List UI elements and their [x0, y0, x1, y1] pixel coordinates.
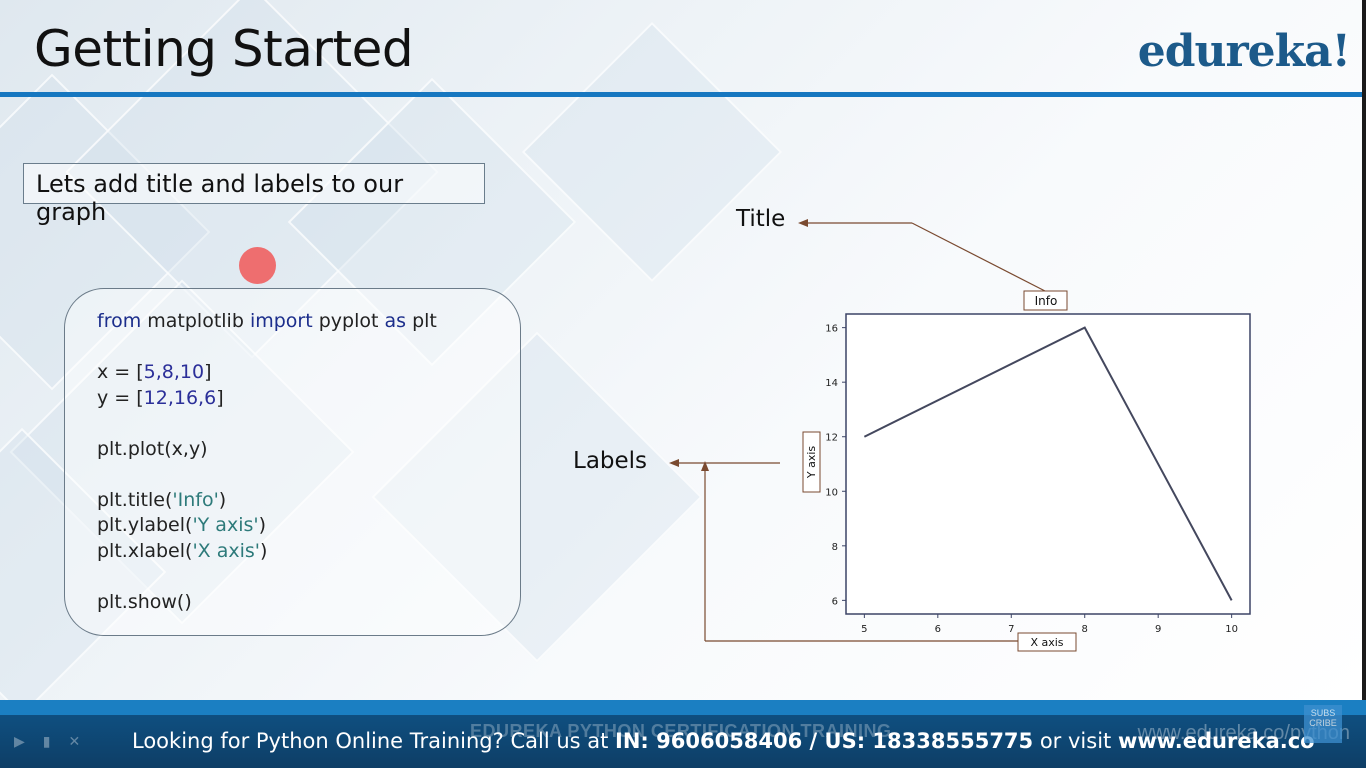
- code-string: 'Y axis': [192, 514, 259, 536]
- player-controls: ▶▮✕: [14, 733, 99, 749]
- header-divider: [0, 92, 1362, 97]
- y-tick-label: 10: [825, 487, 838, 498]
- subscribe-badge[interactable]: SUBS CRIBE: [1304, 705, 1342, 743]
- labels-arrowhead: [701, 461, 709, 471]
- matplotlib-chart: Info 5 6 7 8 9 10 6 8 10 12 14 16 Y axis X axis: [669, 219, 1251, 652]
- code-line-title: plt.title('Info'): [97, 488, 520, 514]
- code-number: 12,16,6: [143, 386, 217, 409]
- footer-promo-text: Looking for Python Online Training? Call…: [132, 729, 1315, 753]
- code-token: pyplot: [312, 310, 385, 332]
- edureka-logo: edureka!: [1137, 26, 1351, 77]
- code-token: plt.ylabel(: [97, 514, 193, 536]
- code-token: matplotlib: [141, 310, 250, 332]
- code-string: 'X axis': [192, 539, 261, 562]
- code-block: from matplotlib import pyplot as plt x =…: [64, 288, 521, 636]
- y-tick-label: 14: [825, 378, 838, 389]
- code-token: ): [218, 488, 227, 511]
- labels-annotation-label: Labels: [573, 448, 648, 474]
- code-string: 'Info': [172, 488, 219, 511]
- code-line-y: y = [12,16,6]: [97, 386, 520, 412]
- footer-url-watermark: www.edureka.co/python: [1137, 722, 1350, 744]
- title-arrowhead: [798, 219, 808, 227]
- code-token: ]: [216, 386, 224, 409]
- y-axis-label-box: [802, 431, 821, 493]
- code-token: ): [258, 514, 267, 536]
- labels-arrowhead: [669, 459, 679, 467]
- footer-site-link[interactable]: www.edureka.co: [1117, 729, 1315, 753]
- annotation-arrows: [669, 219, 1046, 642]
- x-tick-label: 9: [1155, 624, 1161, 635]
- y-tick-label: 16: [825, 324, 838, 335]
- code-line-ylabel: plt.ylabel('Y axis'): [97, 513, 520, 539]
- chart-title: Info: [1035, 294, 1058, 308]
- code-line-x: x = [5,8,10]: [97, 360, 520, 386]
- code-token: ]: [204, 361, 212, 383]
- x-axis-label: X axis: [1030, 636, 1063, 649]
- x-tick-label: 8: [1082, 624, 1088, 635]
- y-tick-label: 12: [825, 433, 838, 444]
- code-token: x = [: [97, 361, 144, 383]
- y-tick-label: 8: [832, 542, 838, 553]
- code-keyword: from: [97, 310, 142, 332]
- code-line-import: from matplotlib import pyplot as plt: [97, 309, 520, 335]
- code-token: ): [260, 539, 268, 562]
- footer-text-mid: or visit: [1033, 729, 1118, 753]
- x-axis-label-box: [1017, 632, 1077, 652]
- x-tick-label: 7: [1008, 624, 1014, 635]
- series-line: [863, 326, 1233, 601]
- slide-title: Getting Started: [34, 20, 414, 78]
- code-number: 5,8,10: [143, 361, 205, 383]
- code-line-xlabel: plt.xlabel('X axis'): [97, 539, 520, 565]
- footer-bar: [0, 700, 1366, 768]
- x-tick-label: 5: [861, 624, 867, 635]
- code-keyword: import: [249, 310, 313, 332]
- plot-area: [845, 313, 1251, 615]
- pointer-dot: [239, 247, 276, 284]
- code-line-plot: plt.plot(x,y): [97, 437, 208, 460]
- title-annotation-label: Title: [736, 206, 786, 232]
- code-token: plt.xlabel(: [97, 539, 193, 562]
- code-token: y = [: [97, 386, 144, 409]
- code-token: plt: [406, 310, 437, 332]
- x-tick-label: 10: [1225, 624, 1238, 635]
- code-token: plt.title(: [97, 488, 173, 511]
- footer-phone: IN: 9606058406 / US: 18338555775: [615, 729, 1034, 753]
- y-tick-label: 6: [832, 596, 838, 607]
- title-connector-line: [911, 222, 1046, 292]
- code-keyword: as: [384, 310, 407, 332]
- subtitle-box: Lets add title and labels to our graph: [23, 163, 485, 226]
- footer-text-pre: Looking for Python Online Training? Call…: [132, 729, 616, 753]
- axis-ticks: 5 6 7 8 9 10 6 8 10 12 14 16: [825, 324, 1238, 635]
- x-tick-label: 6: [935, 624, 941, 635]
- chart-title-box: [1023, 290, 1068, 311]
- footer-watermark: EDUREKA PYTHON CERTIFICATION TRAINING: [470, 721, 892, 741]
- y-axis-label: Y axis: [805, 446, 818, 480]
- right-edge-border: [1362, 0, 1366, 700]
- code-line-show: plt.show(): [97, 590, 192, 613]
